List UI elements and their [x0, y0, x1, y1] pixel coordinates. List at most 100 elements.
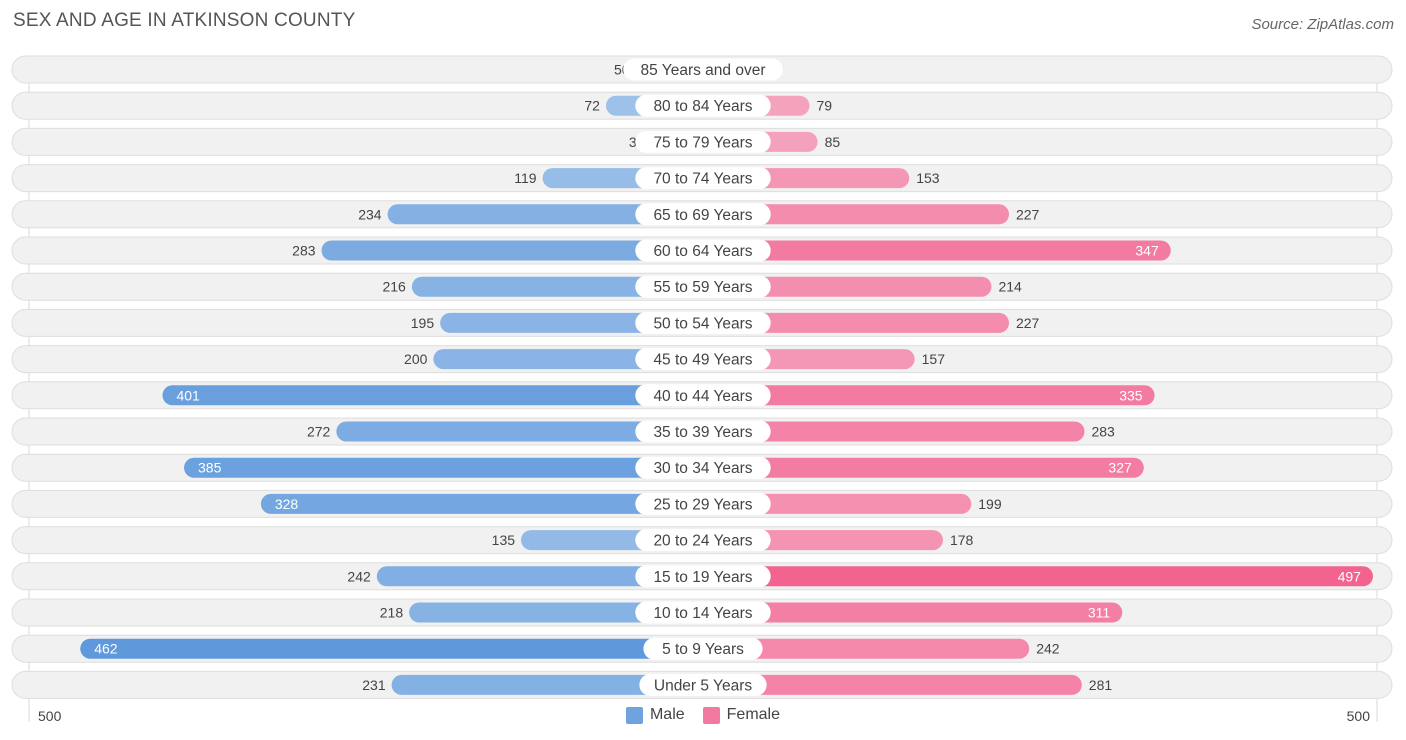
- chart-row: 216 214 55 to 59 Years: [11, 272, 1393, 301]
- female-value-label: 178: [950, 532, 974, 548]
- male-bar: [411, 276, 703, 297]
- female-value-label: 153: [916, 170, 940, 186]
- male-value-label: 231: [362, 677, 386, 693]
- chart-row: 119 153 70 to 74 Years: [11, 164, 1393, 193]
- category-pill: [635, 203, 771, 226]
- chart-row: 234 227 65 to 69 Years: [11, 200, 1393, 229]
- chart-row: 328 199 25 to 29 Years: [11, 489, 1393, 518]
- category-label: 65 to 69 Years: [653, 207, 752, 224]
- female-value-label: 347: [1135, 243, 1159, 259]
- chart-row: 72 79 80 to 84 Years: [11, 91, 1393, 120]
- female-value-label: 157: [922, 351, 946, 367]
- female-value-label: 327: [1108, 460, 1132, 476]
- category-label: 10 to 14 Years: [653, 605, 752, 622]
- male-bar: [336, 421, 703, 442]
- female-bar: [703, 276, 992, 297]
- male-bar: [433, 349, 703, 370]
- chart-row: 218 311 10 to 14 Years: [11, 598, 1393, 627]
- category-label: 30 to 34 Years: [653, 460, 752, 477]
- chart-row: 135 178 20 to 24 Years: [11, 526, 1393, 555]
- male-value-label: 385: [198, 460, 222, 476]
- male-swatch-icon: [625, 706, 643, 724]
- category-label: 15 to 19 Years: [653, 569, 752, 586]
- female-bar: [703, 421, 1085, 442]
- female-value-label: 281: [1089, 677, 1113, 693]
- male-bar: [80, 638, 703, 659]
- male-value-label: 462: [94, 641, 118, 657]
- female-value-label: 79: [816, 98, 832, 114]
- category-pill: [635, 167, 771, 190]
- category-label: 85 Years and over: [641, 62, 766, 79]
- chart-row: 462 242 5 to 9 Years: [11, 634, 1393, 663]
- category-pill: [635, 94, 771, 117]
- chart-row: 200 157 45 to 49 Years: [11, 345, 1393, 374]
- male-value-label: 328: [275, 496, 299, 512]
- male-value-label: 216: [382, 279, 406, 295]
- category-pill: [635, 492, 771, 515]
- male-bar: [387, 204, 703, 225]
- category-label: 80 to 84 Years: [653, 98, 752, 115]
- chart-row: 231 281 Under 5 Years: [11, 670, 1393, 699]
- male-bar: [409, 602, 703, 623]
- chart-row: 195 227 50 to 54 Years: [11, 308, 1393, 337]
- female-value-label: 497: [1338, 568, 1362, 584]
- male-value-label: 401: [176, 387, 200, 403]
- chart-row: 242 497 15 to 19 Years: [11, 562, 1393, 591]
- chart-title: SEX AND AGE IN ATKINSON COUNTY: [13, 10, 356, 31]
- category-label: 5 to 9 Years: [662, 641, 744, 658]
- male-value-label: 135: [492, 532, 516, 548]
- female-value-label: 283: [1091, 424, 1115, 440]
- category-pill: [635, 348, 771, 371]
- category-pill: [635, 601, 771, 624]
- female-value-label: 227: [1016, 206, 1040, 222]
- male-value-label: 242: [347, 568, 371, 584]
- male-bar: [162, 385, 703, 406]
- male-value-label: 234: [358, 206, 382, 222]
- female-swatch-icon: [702, 706, 720, 724]
- legend-item-female[interactable]: Female: [702, 706, 781, 724]
- female-bar: [703, 674, 1082, 695]
- female-value-label: 335: [1119, 387, 1143, 403]
- female-value-label: 85: [825, 134, 841, 150]
- category-label: 50 to 54 Years: [653, 315, 752, 332]
- male-value-label: 119: [514, 170, 537, 186]
- male-value-label: 72: [584, 98, 600, 114]
- chart-row: 385 327 30 to 34 Years: [11, 453, 1393, 482]
- category-pill: [635, 529, 771, 552]
- male-value-label: 218: [380, 605, 404, 621]
- male-bar: [391, 674, 703, 695]
- category-pill: [635, 565, 771, 588]
- legend: Male Female: [0, 706, 1406, 724]
- female-value-label: 311: [1088, 605, 1111, 621]
- female-value-label: 199: [978, 496, 1002, 512]
- legend-label-female: Female: [726, 706, 781, 723]
- category-label: 20 to 24 Years: [653, 533, 752, 550]
- female-bar: [703, 493, 972, 514]
- female-bar: [703, 457, 1144, 478]
- category-pill: [635, 311, 771, 334]
- category-pill: [635, 275, 771, 298]
- chart-row: 283 347 60 to 64 Years: [11, 236, 1393, 265]
- male-value-label: 200: [404, 351, 428, 367]
- chart-row: 504185 Years and over: [11, 55, 1393, 84]
- male-value-label: 272: [307, 424, 331, 440]
- category-pill: [635, 456, 771, 479]
- category-pill: [623, 58, 783, 81]
- category-label: 45 to 49 Years: [653, 352, 752, 369]
- category-pill: [643, 637, 763, 660]
- male-bar: [184, 457, 703, 478]
- legend-item-male[interactable]: Male: [625, 706, 685, 724]
- category-label: 35 to 39 Years: [653, 424, 752, 441]
- category-label: 75 to 79 Years: [653, 134, 752, 151]
- chart-row: 272 283 35 to 39 Years: [11, 417, 1393, 446]
- female-bar: [703, 385, 1155, 406]
- category-label: 25 to 29 Years: [653, 496, 752, 513]
- category-label: 60 to 64 Years: [653, 243, 752, 260]
- male-value-label: 283: [292, 243, 316, 259]
- male-bar: [376, 566, 703, 587]
- category-label: 70 to 74 Years: [653, 171, 752, 188]
- male-bar: [260, 493, 703, 514]
- female-value-label: 227: [1016, 315, 1040, 331]
- chart-row: 401 335 40 to 44 Years: [11, 381, 1393, 410]
